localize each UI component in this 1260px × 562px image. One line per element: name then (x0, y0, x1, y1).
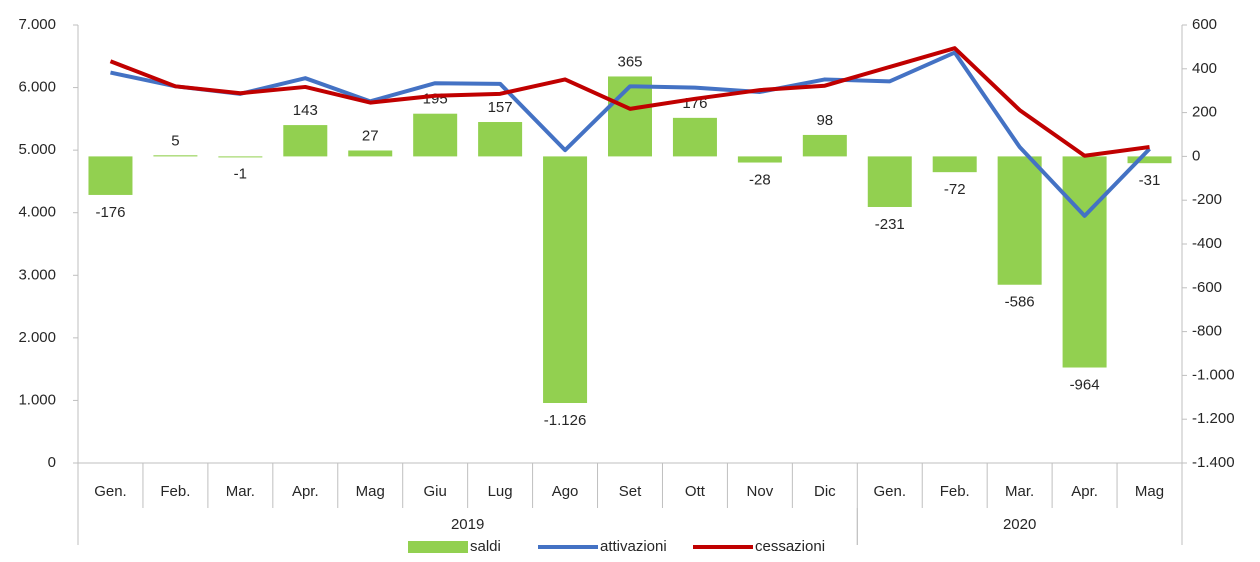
data-label: -31 (1139, 172, 1161, 189)
bar (867, 156, 912, 207)
y2-tick-label: -200 (1192, 191, 1222, 208)
bar (88, 156, 133, 195)
y2-tick-label: 400 (1192, 60, 1217, 77)
y-tick-label: 3.000 (18, 266, 56, 283)
group-label: 2020 (1003, 516, 1036, 533)
y2-tick-label: 0 (1192, 147, 1200, 164)
data-label: -231 (875, 216, 905, 233)
bar (543, 156, 588, 403)
bar (348, 150, 393, 157)
y-tick-label: 5.000 (18, 141, 56, 158)
data-label: -964 (1070, 376, 1100, 393)
bar (608, 76, 652, 157)
data-label: 98 (816, 112, 833, 129)
legend-label: attivazioni (600, 538, 667, 555)
data-label: 195 (423, 91, 448, 108)
x-tick-label: Mar. (1005, 483, 1034, 500)
x-tick-label: Dic (814, 483, 836, 500)
data-label: 365 (617, 53, 642, 70)
bar (737, 156, 782, 163)
data-label: -28 (749, 172, 771, 189)
y2-tick-label: -1.400 (1192, 454, 1235, 471)
bar (218, 156, 263, 158)
y2-tick-label: 600 (1192, 16, 1217, 33)
x-tick-label: Giu (424, 483, 447, 500)
line (110, 50, 1151, 218)
data-label: 5 (171, 132, 179, 149)
bar (283, 125, 328, 157)
legend-label: saldi (470, 538, 501, 555)
x-tick-label: Mag (1135, 483, 1164, 500)
x-tick-label: Mar. (226, 483, 255, 500)
x-tick-label: Feb. (160, 483, 190, 500)
line (109, 46, 1150, 158)
bar (932, 156, 977, 173)
y-tick-label: 1.000 (18, 391, 56, 408)
y-tick-label: 4.000 (18, 204, 56, 221)
data-label: 157 (488, 99, 513, 116)
y2-tick-label: -400 (1192, 235, 1222, 252)
data-label: 143 (293, 102, 318, 119)
bar (153, 155, 198, 157)
bar (1062, 156, 1107, 368)
x-tick-label: Lug (488, 483, 513, 500)
data-label: -1.126 (544, 412, 587, 429)
y2-tick-label: -1.000 (1192, 366, 1235, 383)
bar (672, 117, 717, 157)
x-tick-label: Apr. (292, 483, 319, 500)
y-tick-label: 6.000 (18, 79, 56, 96)
x-tick-label: Apr. (1071, 483, 1098, 500)
y-tick-label: 2.000 (18, 329, 56, 346)
data-label: -1 (234, 166, 247, 183)
x-tick-label: Ago (552, 483, 579, 500)
y2-tick-label: -800 (1192, 323, 1222, 340)
y-tick-label: 7.000 (18, 16, 56, 33)
x-tick-label: Gen. (873, 483, 906, 500)
y2-tick-label: -600 (1192, 279, 1222, 296)
x-tick-label: Nov (747, 483, 774, 500)
data-label: -72 (944, 181, 966, 198)
bar (1127, 156, 1172, 164)
data-label: -586 (1005, 294, 1035, 311)
bar (478, 122, 523, 157)
x-tick-label: Gen. (94, 483, 127, 500)
y2-tick-label: -1.200 (1192, 410, 1235, 427)
data-label: 27 (362, 127, 379, 144)
bar (997, 156, 1042, 285)
legend-swatch (408, 541, 468, 553)
x-tick-label: Mag (356, 483, 385, 500)
group-label: 2019 (451, 516, 484, 533)
x-tick-label: Feb. (940, 483, 970, 500)
data-label: -176 (95, 204, 125, 221)
x-tick-label: Ott (685, 483, 706, 500)
bar (802, 134, 847, 157)
x-tick-label: Set (619, 483, 642, 500)
y2-tick-label: 200 (1192, 104, 1217, 121)
legend-label: cessazioni (755, 538, 825, 555)
y-tick-label: 0 (48, 454, 56, 471)
bar (413, 113, 458, 157)
